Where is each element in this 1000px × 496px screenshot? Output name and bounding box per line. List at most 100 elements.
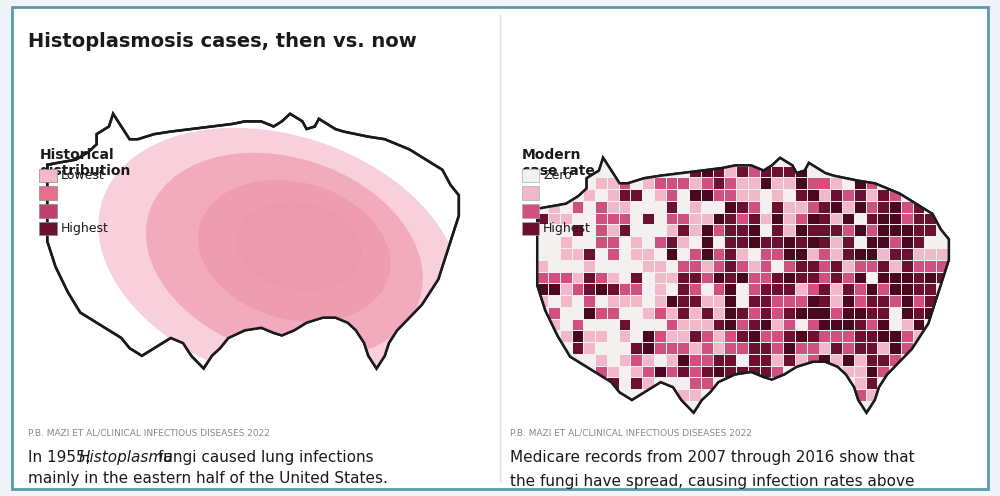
Bar [714,179,724,189]
Bar [573,296,583,307]
Bar [867,214,877,225]
Bar [561,226,572,236]
Bar [690,202,701,213]
Bar [925,214,936,225]
Bar [620,284,630,295]
Bar [643,308,654,318]
Bar [819,343,830,354]
Bar [890,355,901,366]
Bar [643,272,654,283]
Bar [725,261,736,271]
Bar [631,367,642,377]
Bar [678,319,689,330]
Bar [831,319,842,330]
Bar [819,308,830,318]
Bar [678,296,689,307]
Bar [831,284,842,295]
Bar [702,237,713,248]
Bar [596,319,607,330]
Bar [631,214,642,225]
Bar [608,261,619,271]
Bar [737,308,748,318]
Bar [878,343,889,354]
Bar [749,226,760,236]
Bar [643,355,654,366]
Bar [843,190,854,201]
Bar [867,390,877,401]
Bar [914,214,924,225]
Bar [620,272,630,283]
Bar [725,284,736,295]
Bar [667,249,677,260]
Bar [608,331,619,342]
Bar [596,261,607,271]
Bar [831,249,842,260]
Bar [772,308,783,318]
Bar [878,296,889,307]
Bar [678,249,689,260]
Text: fungi caused lung infections: fungi caused lung infections [153,450,374,465]
Bar [608,237,619,248]
Bar [596,355,607,366]
Bar [608,367,619,377]
Bar [702,378,713,389]
Bar [925,226,936,236]
Bar [819,179,830,189]
Bar [561,296,572,307]
Bar [714,308,724,318]
Bar [761,190,771,201]
Bar [761,261,771,271]
Bar [702,272,713,283]
Bar [596,367,607,377]
Bar [561,308,572,318]
Bar [631,319,642,330]
Bar [573,284,583,295]
Bar [573,249,583,260]
Bar [631,308,642,318]
Bar [667,226,677,236]
Bar [843,296,854,307]
Bar [796,284,807,295]
Bar [867,202,877,213]
Bar [914,319,924,330]
Bar [878,226,889,236]
Bar [878,367,889,377]
Bar [855,331,866,342]
Bar [808,179,818,189]
Bar [655,214,666,225]
Bar [749,190,760,201]
Bar [737,343,748,354]
Bar [537,284,548,295]
Bar [702,296,713,307]
Bar [878,202,889,213]
Bar [702,249,713,260]
Bar [878,190,889,201]
Bar [620,237,630,248]
Bar [573,308,583,318]
Bar [702,319,713,330]
Bar [737,202,748,213]
Bar [690,367,701,377]
Bar [596,249,607,260]
Bar [631,331,642,342]
Bar [655,190,666,201]
Bar [537,237,548,248]
Bar [867,226,877,236]
Bar [690,179,701,189]
Bar [761,249,771,260]
Bar [831,331,842,342]
Bar [855,237,866,248]
Bar [784,331,795,342]
Bar [620,331,630,342]
Bar [890,284,901,295]
Bar [678,237,689,248]
Bar [522,169,539,183]
Bar [772,261,783,271]
Bar [890,190,901,201]
Bar [819,249,830,260]
Bar [784,237,795,248]
Bar [855,272,866,283]
Bar [537,272,548,283]
Bar [631,355,642,366]
Bar [855,284,866,295]
